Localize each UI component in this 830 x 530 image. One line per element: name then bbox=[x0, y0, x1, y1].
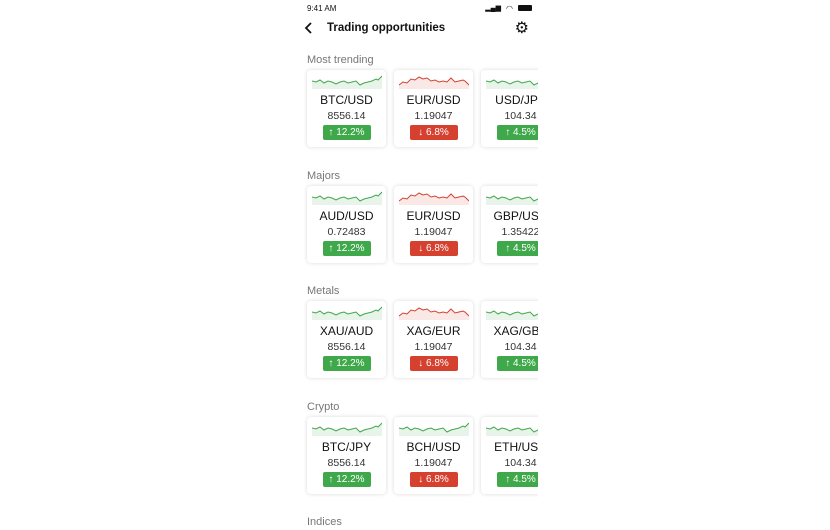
section-indices: Indices bbox=[307, 516, 538, 530]
instrument-symbol: GBP/USD bbox=[493, 208, 538, 223]
instrument-symbol: USD/JPY bbox=[495, 93, 538, 107]
instrument-card[interactable]: ETH/USD 104.34 ↑ 4.5% bbox=[481, 416, 538, 494]
instrument-price: 1.19047 bbox=[414, 456, 453, 469]
instrument-card[interactable]: EUR/USD 1.19047 ↓ 6.8% bbox=[394, 185, 473, 263]
change-badge: ↑ 12.2% bbox=[322, 471, 371, 487]
instrument-symbol: XAU/AUD bbox=[319, 324, 374, 338]
instrument-card[interactable]: XAU/AUD 8556.14 ↑ 12.2% bbox=[307, 301, 386, 378]
card-list[interactable]: XAU/AUD 8556.14 ↑ 12.2% XAG/EUR 1.19047 … bbox=[307, 301, 538, 378]
sparkline-chart bbox=[311, 422, 382, 436]
instrument-card[interactable]: GBP/USD 1.35422 ↑ 4.5% bbox=[481, 185, 538, 263]
page-title: Trading opportunities bbox=[327, 22, 446, 34]
change-badge: ↑ 4.5% bbox=[496, 471, 538, 487]
sparkline-chart bbox=[311, 75, 382, 89]
instrument-price: 8556.14 bbox=[327, 110, 366, 122]
wifi-icon: ◠ bbox=[506, 3, 513, 13]
instrument-price: 104.34 bbox=[504, 341, 537, 353]
section-majors: Majors AUD/USD 0.72483 ↑ 12.2% EUR/USD 1… bbox=[307, 170, 538, 263]
change-badge: ↑ 12.2% bbox=[322, 125, 371, 140]
instrument-symbol: BTC/USD bbox=[320, 93, 373, 107]
header: Trading opportunities ⚙ bbox=[300, 18, 538, 40]
battery-icon bbox=[518, 5, 532, 11]
change-badge: ↓ 6.8% bbox=[409, 240, 458, 256]
sparkline-chart bbox=[398, 307, 469, 320]
instrument-price: 1.19047 bbox=[414, 225, 453, 238]
section-title: Metals bbox=[307, 285, 340, 297]
instrument-symbol: BTC/JPY bbox=[321, 439, 372, 454]
section-most-trending: Most trending BTC/USD 8556.14 ↑ 12.2% EU… bbox=[307, 54, 538, 147]
section-crypto: Crypto BTC/JPY 8556.14 ↑ 12.2% BCH/USD 1… bbox=[307, 401, 538, 494]
change-badge: ↑ 4.5% bbox=[496, 356, 538, 371]
section-title: Most trending bbox=[307, 54, 374, 66]
instrument-symbol: AUD/USD bbox=[319, 208, 374, 223]
gear-icon[interactable]: ⚙ bbox=[514, 20, 529, 37]
instrument-card[interactable]: XAG/EUR 1.19047 ↓ 6.8% bbox=[394, 301, 473, 378]
instrument-symbol: XAG/GBP bbox=[493, 324, 538, 338]
change-badge: ↑ 12.2% bbox=[322, 240, 371, 256]
instrument-card[interactable]: XAG/GBP 104.34 ↑ 4.5% bbox=[481, 301, 538, 378]
section-metals: Metals XAU/AUD 8556.14 ↑ 12.2% XAG/EUR 1… bbox=[307, 285, 538, 378]
sparkline-chart bbox=[485, 310, 538, 320]
instrument-symbol: EUR/USD bbox=[406, 208, 461, 223]
instrument-price: 104.34 bbox=[504, 110, 537, 122]
sparkline-chart bbox=[398, 191, 469, 205]
change-badge: ↑ 4.5% bbox=[496, 125, 538, 140]
back-icon[interactable] bbox=[304, 21, 313, 38]
instrument-card[interactable]: BCH/USD 1.19047 ↓ 6.8% bbox=[394, 416, 473, 494]
instrument-card[interactable]: BTC/USD 8556.14 ↑ 12.2% bbox=[307, 70, 386, 147]
instrument-symbol: XAG/EUR bbox=[406, 324, 461, 338]
section-title: Crypto bbox=[307, 400, 340, 413]
instrument-price: 104.34 bbox=[504, 456, 537, 469]
instrument-symbol: EUR/USD bbox=[406, 93, 461, 107]
change-badge: ↓ 6.8% bbox=[409, 356, 458, 371]
sparkline-chart bbox=[485, 425, 538, 436]
instrument-price: 1.19047 bbox=[414, 341, 453, 353]
sparkline-chart bbox=[485, 79, 538, 89]
section-title: Majors bbox=[307, 169, 341, 182]
status-time: 9:41 AM bbox=[307, 3, 337, 13]
instrument-price: 8556.14 bbox=[327, 456, 366, 469]
change-badge: ↓ 6.8% bbox=[409, 471, 458, 487]
instrument-symbol: ETH/USD bbox=[494, 439, 538, 454]
sparkline-chart bbox=[485, 194, 538, 205]
instrument-card[interactable]: USD/JPY 104.34 ↑ 4.5% bbox=[481, 70, 538, 147]
instrument-card[interactable]: EUR/USD 1.19047 ↓ 6.8% bbox=[394, 70, 473, 147]
instrument-symbol: BCH/USD bbox=[406, 439, 461, 454]
section-title: Indices bbox=[307, 516, 342, 528]
instrument-price: 8556.14 bbox=[327, 341, 366, 353]
instrument-price: 1.35422 bbox=[501, 225, 538, 238]
change-badge: ↓ 6.8% bbox=[409, 125, 458, 140]
card-list[interactable]: AUD/USD 0.72483 ↑ 12.2% EUR/USD 1.19047 … bbox=[307, 185, 538, 263]
change-badge: ↑ 12.2% bbox=[322, 356, 371, 371]
sparkline-chart bbox=[398, 76, 469, 89]
signal-icon: ▂▄▆ bbox=[485, 5, 502, 12]
instrument-card[interactable]: AUD/USD 0.72483 ↑ 12.2% bbox=[307, 185, 386, 263]
card-list[interactable]: BTC/USD 8556.14 ↑ 12.2% EUR/USD 1.19047 … bbox=[307, 70, 538, 147]
sparkline-chart bbox=[311, 306, 382, 320]
status-bar: 9:41 AM ▂▄▆ ◠ bbox=[307, 2, 532, 14]
sparkline-chart bbox=[311, 191, 382, 205]
instrument-card[interactable]: BTC/JPY 8556.14 ↑ 12.2% bbox=[307, 416, 386, 494]
instrument-price: 0.72483 bbox=[327, 225, 366, 238]
phone-screen: 9:41 AM ▂▄▆ ◠ Trading opportunities ⚙ Mo… bbox=[300, 0, 538, 530]
instrument-price: 1.19047 bbox=[414, 110, 453, 122]
sparkline-chart bbox=[398, 422, 469, 436]
change-badge: ↑ 4.5% bbox=[496, 240, 538, 256]
card-list[interactable]: BTC/JPY 8556.14 ↑ 12.2% BCH/USD 1.19047 … bbox=[307, 416, 538, 494]
